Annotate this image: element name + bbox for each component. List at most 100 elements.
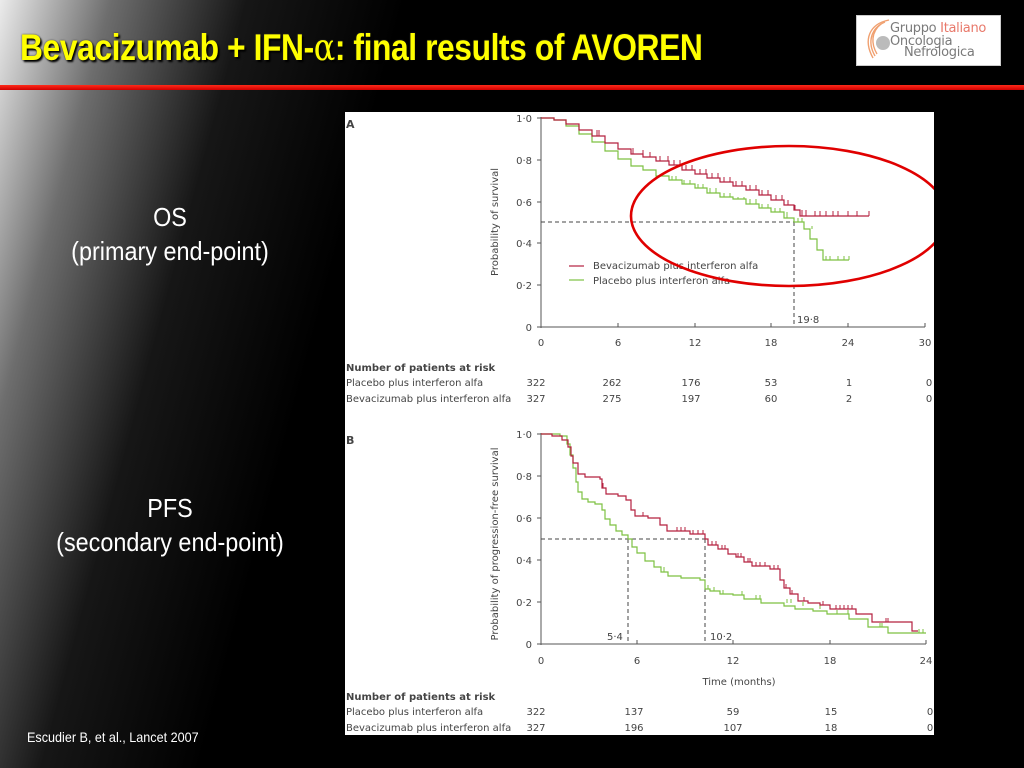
risk-value: 176	[681, 378, 700, 389]
ytick-label: 0·6	[516, 198, 532, 209]
risk-table-title: Number of patients at risk	[346, 692, 496, 703]
panel-b-y-ticks	[537, 433, 541, 645]
title-alpha-symbol: α	[313, 26, 335, 69]
logo-italiano: Italiano	[940, 21, 987, 36]
pfs-label: PFS	[147, 493, 193, 523]
xtick-label: 12	[689, 338, 702, 349]
km-figure: A 0 0·2 0·4 0·6 0·8 1·0	[345, 112, 949, 735]
risk-value: 107	[723, 723, 742, 734]
title-suffix: : final results of AVOREN	[334, 27, 703, 68]
panel-a-os: A 0 0·2 0·4 0·6 0·8 1·0	[346, 114, 949, 405]
panel-a-bev-curve	[541, 117, 869, 217]
risk-value: 59	[727, 707, 740, 718]
risk-value: 0	[926, 394, 932, 405]
panel-b-median-lines	[541, 538, 706, 644]
risk-value: 275	[602, 394, 621, 405]
risk-value: 137	[624, 707, 643, 718]
risk-value: 262	[602, 378, 621, 389]
panel-b-median-bev-label: 10·2	[710, 632, 732, 643]
risk-value: 18	[825, 723, 838, 734]
ytick-label: 0·8	[516, 472, 532, 483]
risk-value: 327	[526, 394, 545, 405]
ytick-label: 0·2	[516, 281, 532, 292]
panel-a-y-label: Probability of survival	[490, 168, 501, 276]
gion-logo: Gruppo Italiano Oncologia Nefrologica	[856, 15, 1001, 66]
ytick-label: 0	[526, 323, 532, 334]
panel-a-placebo-curve	[541, 117, 849, 261]
panel-b-placebo-curve	[541, 433, 926, 634]
xtick-label: 6	[615, 338, 621, 349]
panel-a-x-ticks	[540, 323, 926, 327]
panel-a-y-ticks	[537, 117, 541, 328]
panel-a-risk-table: Number of patients at risk Placebo plus …	[346, 363, 932, 405]
logo-line-1: Gruppo Italiano	[890, 22, 986, 35]
risk-value: 15	[825, 707, 838, 718]
ytick-label: 0·4	[516, 239, 532, 250]
risk-row-label: Bevacizumab plus interferon alfa	[346, 723, 511, 734]
legend-bev-label: Bevacizumab plus interferon alfa	[593, 261, 758, 272]
panel-b-bev-curve	[541, 433, 918, 632]
panel-a-median-lines	[541, 221, 795, 327]
ytick-label: 0·4	[516, 556, 532, 567]
ytick-label: 0	[526, 640, 532, 651]
ytick-label: 1·0	[516, 114, 532, 125]
panel-a-x-labels: 0 6 12 18 24 30	[538, 338, 932, 349]
xtick-label: 12	[727, 656, 740, 667]
panel-b-letter: B	[346, 434, 354, 447]
title-divider	[0, 85, 1024, 90]
xtick-label: 30	[919, 338, 932, 349]
os-label: OS	[153, 202, 187, 232]
title-prefix: Bevacizumab + IFN-	[20, 27, 314, 68]
risk-value: 322	[526, 378, 545, 389]
logo-gruppo: Gruppo	[890, 21, 941, 36]
risk-value: 2	[846, 394, 852, 405]
ytick-label: 0·8	[516, 156, 532, 167]
panel-b-placebo-censor-marks	[663, 567, 924, 633]
panel-a-median-label: 19·8	[797, 315, 819, 326]
panel-a-placebo-censor-marks	[671, 176, 850, 260]
pfs-label-block: PFS (secondary end-point)	[35, 491, 305, 559]
risk-value: 0	[926, 378, 932, 389]
logo-swirl-icon	[867, 19, 890, 59]
risk-value: 322	[526, 707, 545, 718]
risk-value: 1	[846, 378, 852, 389]
os-label-block: OS (primary end-point)	[35, 200, 305, 268]
xtick-label: 6	[634, 656, 640, 667]
ytick-label: 0·2	[516, 598, 532, 609]
risk-value: 196	[624, 723, 643, 734]
risk-table-title: Number of patients at risk	[346, 363, 496, 374]
citation: Escudier B, et al., Lancet 2007	[27, 729, 199, 745]
panel-a-bev-censor-marks	[596, 130, 870, 216]
panel-b-x-label: Time (months)	[701, 677, 775, 688]
panel-b-y-label: Probability of progression-free survival	[490, 448, 501, 641]
panel-a-letter: A	[346, 118, 355, 131]
highlight-ellipse	[629, 144, 949, 288]
panel-b-x-ticks	[540, 640, 927, 644]
xtick-label: 24	[920, 656, 933, 667]
xtick-label: 24	[842, 338, 855, 349]
logo-line-2: Oncologia	[890, 34, 953, 49]
panel-b-pfs: B 0 0·2 0·4 0·6 0·8 1·0 0 6	[346, 430, 933, 734]
panel-b-bev-censor-marks	[602, 483, 889, 622]
logo-line-3: Nefrologica	[904, 45, 975, 60]
slide-title: Bevacizumab + IFN-α: final results of AV…	[20, 26, 703, 69]
panel-b-y-labels: 0 0·2 0·4 0·6 0·8 1·0	[516, 430, 532, 651]
panel-b-median-placebo-label: 5·4	[607, 632, 623, 643]
ytick-label: 0·6	[516, 514, 532, 525]
panel-b-x-labels: 0 6 12 18 24	[538, 656, 933, 667]
risk-value: 327	[526, 723, 545, 734]
risk-row-label: Placebo plus interferon alfa	[346, 378, 483, 389]
panel-a-y-labels: 0 0·2 0·4 0·6 0·8 1·0	[516, 114, 532, 334]
risk-value: 0	[927, 707, 933, 718]
panel-a-legend: Bevacizumab plus interferon alfa Placebo…	[569, 261, 758, 287]
risk-value: 197	[681, 394, 700, 405]
ytick-label: 1·0	[516, 430, 532, 441]
xtick-label: 0	[538, 656, 544, 667]
risk-value: 60	[765, 394, 778, 405]
panel-b-risk-table: Number of patients at risk Placebo plus …	[346, 692, 933, 734]
xtick-label: 18	[765, 338, 778, 349]
risk-row-label: Bevacizumab plus interferon alfa	[346, 394, 511, 405]
xtick-label: 18	[824, 656, 837, 667]
pfs-sublabel: (secondary end-point)	[56, 527, 284, 557]
os-sublabel: (primary end-point)	[71, 236, 269, 266]
